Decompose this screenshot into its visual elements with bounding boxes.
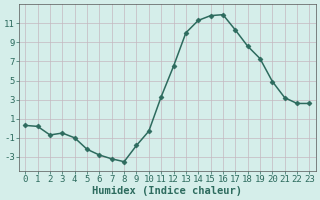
X-axis label: Humidex (Indice chaleur): Humidex (Indice chaleur): [92, 186, 242, 196]
